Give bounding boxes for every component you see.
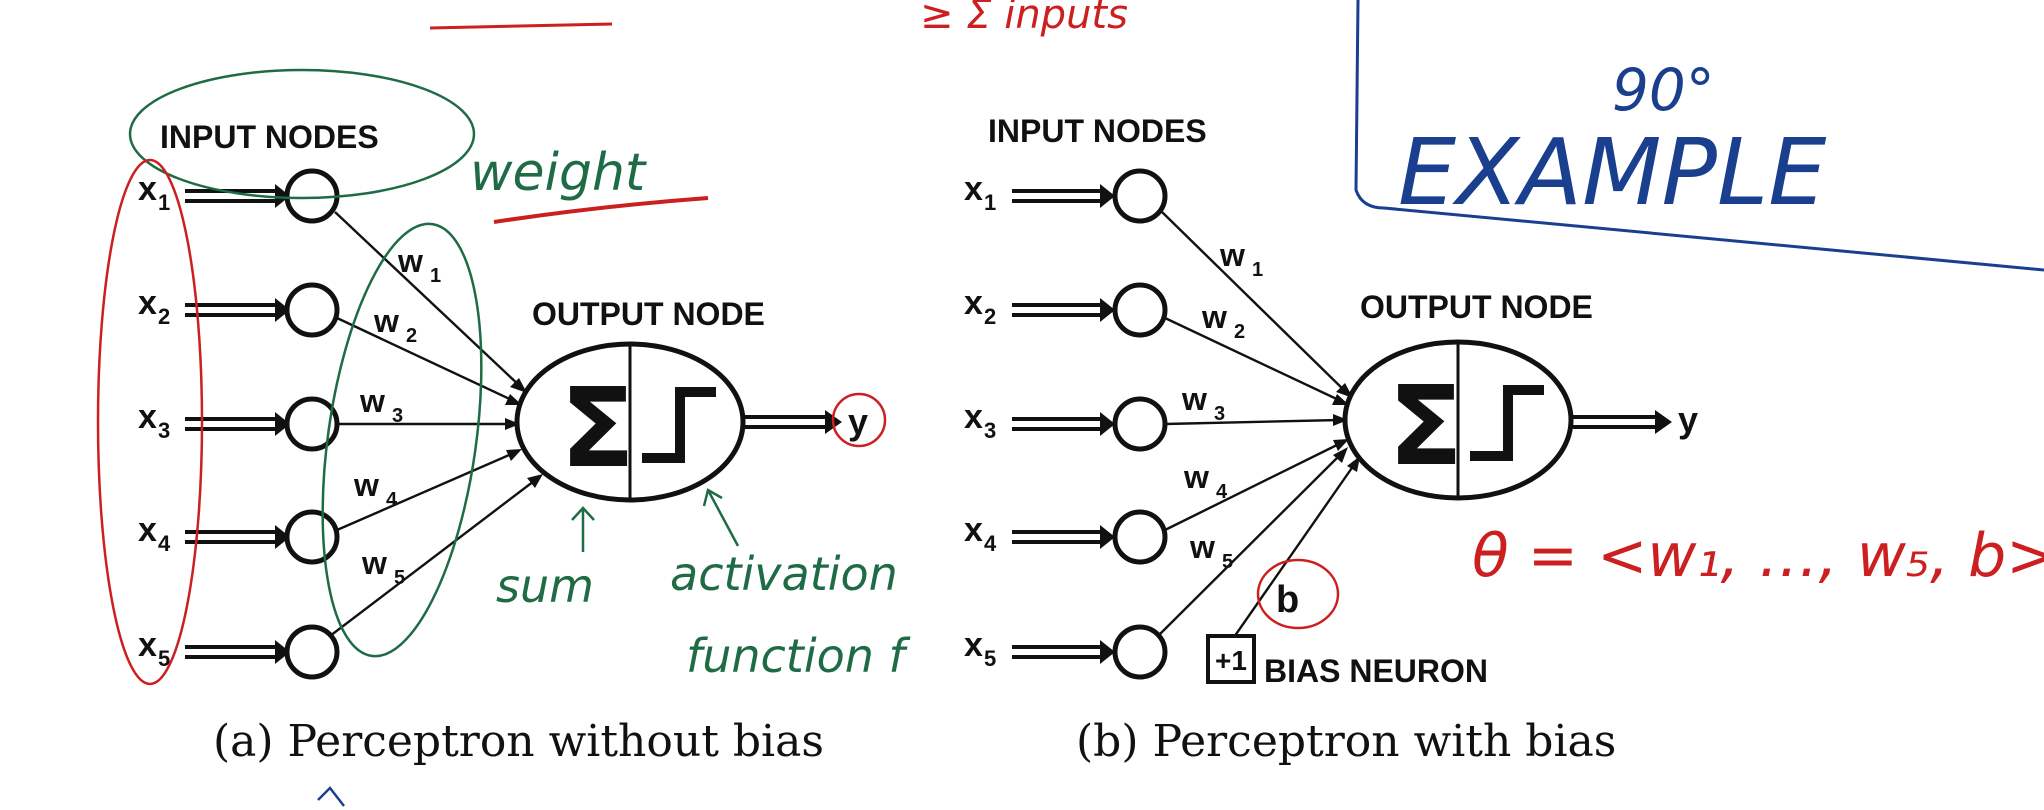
weight-label-w3-a: w <box>359 383 385 419</box>
output-arrow-b <box>1573 410 1672 434</box>
sum-annotation: sum <box>496 559 594 613</box>
bias-circle-annotation <box>1256 558 1340 630</box>
sum-symbol-b: Σ <box>1388 362 1463 490</box>
input-sub-3-b: 3 <box>984 418 996 443</box>
caption-a: (a) Perceptron without bias <box>213 716 824 767</box>
input-sub-4-a: 4 <box>158 531 171 556</box>
handwritten-annotations: ≥ Σ inputs 90° EXAMPLE weight sum activa… <box>96 0 2044 807</box>
input-label-x1-b: x <box>964 170 983 208</box>
input-node-5-a <box>284 624 340 680</box>
input-node-3-a <box>284 396 340 452</box>
weight-sub-1-a: 1 <box>430 265 441 287</box>
output-node-b: Σ <box>1342 339 1574 501</box>
activation-annotation-line2: function f <box>686 629 911 683</box>
input-sub-5-b: 5 <box>984 646 996 671</box>
input-node-4-a <box>284 509 340 565</box>
input-row-a-3: x 3 <box>138 396 340 452</box>
bias-box-label: +1 <box>1215 645 1247 676</box>
output-node-a: Σ <box>514 341 746 503</box>
bias-neuron-label: BIAS NEURON <box>1264 653 1488 689</box>
example-annotation: EXAMPLE <box>1398 119 1826 226</box>
weight-sub-3-b: 3 <box>1214 403 1225 425</box>
sum-symbol-a: Σ <box>560 364 635 492</box>
weight-sub-2-a: 2 <box>406 325 417 347</box>
input-title-circle-annotation <box>128 68 476 200</box>
weight-sub-1-b: 1 <box>1252 259 1263 281</box>
input-label-x1-a: x <box>138 170 157 208</box>
input-node-2-b <box>1112 282 1168 338</box>
input-label-x2-a: x <box>138 284 157 322</box>
input-label-x5-b: x <box>964 626 983 664</box>
input-row-b-5: x 5 <box>964 624 1168 680</box>
input-row-a-2: x 2 <box>138 282 340 338</box>
input-node-1-a <box>284 168 340 224</box>
input-row-b-4: x 4 <box>964 509 1168 565</box>
input-row-b-1: x 1 <box>964 168 1168 224</box>
input-node-3-b <box>1112 396 1168 452</box>
input-node-4-b <box>1112 509 1168 565</box>
input-sub-1-a: 1 <box>158 190 170 215</box>
input-sub-5-a: 5 <box>158 646 170 671</box>
weight-label-w5-b: w <box>1189 529 1215 565</box>
input-sub-2-a: 2 <box>158 304 170 329</box>
weight-sub-5-a: 5 <box>394 567 405 589</box>
input-row-b-2: x 2 <box>964 282 1168 338</box>
weight-sub-4-b: 4 <box>1216 481 1228 503</box>
input-row-a-1: x 1 <box>138 168 340 224</box>
output-circle-annotation <box>831 392 887 448</box>
input-node-2-a <box>284 282 340 338</box>
input-label-x2-b: x <box>964 284 983 322</box>
output-node-title-a: OUTPUT NODE <box>532 296 765 332</box>
degrees-annotation: 90° <box>1612 56 1715 124</box>
weight-label-w4-a: w <box>353 467 379 503</box>
input-node-5-b <box>1112 624 1168 680</box>
bias-weight-label: b <box>1276 579 1299 621</box>
weight-sub-3-a: 3 <box>392 405 403 427</box>
input-label-x5-a: x <box>138 626 157 664</box>
input-row-a-5: x 5 <box>138 624 340 680</box>
input-sub-3-a: 3 <box>158 418 170 443</box>
input-label-x4-b: x <box>964 511 983 549</box>
output-node-title-b: OUTPUT NODE <box>1360 289 1593 325</box>
output-label-y-b: y <box>1678 399 1698 440</box>
input-label-x3-b: x <box>964 398 983 436</box>
weight-sub-4-a: 4 <box>386 489 398 511</box>
weight-edges-a <box>329 211 543 637</box>
step-function-icon-a <box>642 387 716 463</box>
input-sub-1-b: 1 <box>984 190 996 215</box>
input-nodes-title-a: INPUT NODES <box>160 119 379 155</box>
blue-box-outline <box>1354 0 2044 272</box>
input-row-a-4: x 4 <box>138 509 340 565</box>
panel-b: INPUT NODES x 1 x 2 x 3 x 4 <box>964 113 1698 767</box>
activation-annotation-line1: activation <box>670 547 898 601</box>
weight-label-w5-a: w <box>361 545 387 581</box>
inputs-circle-annotation <box>96 158 204 686</box>
bias-neuron: +1 <box>1206 634 1256 684</box>
theta-annotation: θ = <w₁, …, w₅, b> <box>1472 521 2044 591</box>
top-red-annotation: ≥ Σ inputs <box>920 0 1128 38</box>
output-arrow-a <box>745 410 842 434</box>
weight-label-w2-b: w <box>1201 299 1227 335</box>
weights-circle-annotation <box>321 222 483 658</box>
weight-label-w3-b: w <box>1181 381 1207 417</box>
input-nodes-title-b: INPUT NODES <box>988 113 1207 149</box>
input-label-x4-a: x <box>138 511 157 549</box>
weight-annotation: weight <box>470 143 647 203</box>
weight-label-w1-b: w <box>1219 237 1245 273</box>
weight-sub-5-b: 5 <box>1222 551 1233 573</box>
caption-b: (b) Perceptron with bias <box>1076 716 1616 767</box>
input-node-1-b <box>1112 168 1168 224</box>
weight-label-w1-a: w <box>397 243 423 279</box>
output-label-y-a: y <box>848 401 868 442</box>
input-sub-4-b: 4 <box>984 531 997 556</box>
input-row-b-3: x 3 <box>964 396 1168 452</box>
weight-label-w2-a: w <box>373 303 399 339</box>
step-function-icon-b <box>1470 385 1544 461</box>
weight-sub-2-b: 2 <box>1234 321 1245 343</box>
input-label-x3-a: x <box>138 398 157 436</box>
input-sub-2-b: 2 <box>984 304 996 329</box>
weight-label-w4-b: w <box>1183 459 1209 495</box>
